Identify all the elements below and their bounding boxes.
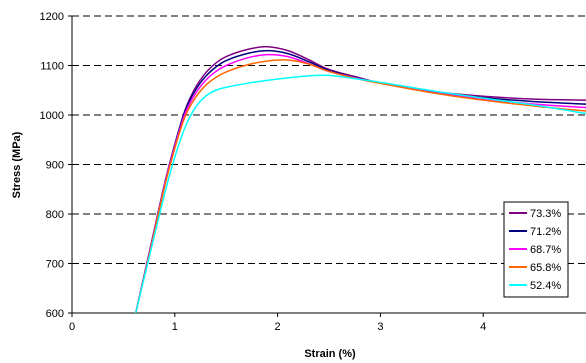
y-tick-label: 600 (46, 308, 64, 320)
legend-label: 73.3% (530, 208, 561, 220)
x-tick-label: 4 (480, 321, 486, 333)
y-tick-label: 700 (46, 259, 64, 271)
legend-label: 52.4% (530, 280, 561, 292)
x-tick-label: 3 (377, 321, 383, 333)
legend: 73.3% 71.2% 68.7% 65.8% 52.4% (503, 201, 569, 298)
series-line-524 (135, 74, 586, 314)
legend-label: 71.2% (530, 226, 561, 238)
tick-labels: 600 700 800 900 1000 1100 1200 0 1 2 3 4 (40, 11, 487, 333)
x-tick-label: 2 (275, 321, 281, 333)
y-tick-label: 900 (46, 160, 64, 172)
x-tick-label: 1 (172, 321, 178, 333)
series-line-658 (135, 59, 586, 314)
x-tick-label: 0 (69, 321, 75, 333)
y-axis-title: Stress (MPa) (11, 131, 23, 198)
y-tick-label: 1100 (40, 61, 64, 73)
axes (68, 15, 586, 317)
legend-items: 73.3% 71.2% 68.7% 65.8% 52.4% (509, 208, 561, 292)
y-tick-label: 1000 (40, 110, 64, 122)
series-lines (135, 45, 586, 314)
x-axis-title: Strain (%) (304, 348, 356, 360)
y-tick-label: 1200 (40, 11, 64, 23)
legend-label: 65.8% (530, 262, 561, 274)
grid-lines (72, 15, 586, 264)
legend-label: 68.7% (530, 244, 561, 256)
y-tick-label: 800 (46, 209, 64, 221)
